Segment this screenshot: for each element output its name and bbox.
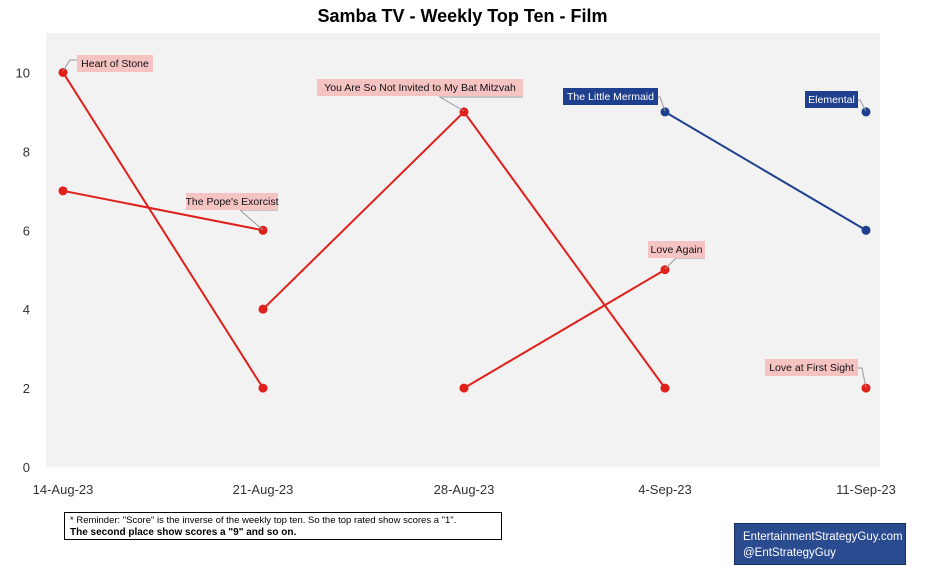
label-leader-line <box>658 96 666 112</box>
series-label-box <box>563 88 658 105</box>
series-label-box <box>317 79 523 96</box>
data-point <box>660 107 670 117</box>
data-point <box>258 304 268 314</box>
series-label: Elemental <box>808 94 855 106</box>
credit-handle: @EntStrategyGuy <box>743 547 836 559</box>
series-label: You Are So Not Invited to My Bat Mitzvah <box>324 82 516 94</box>
series-line <box>463 268 666 389</box>
x-tick-label: 4-Sep-23 <box>638 482 691 497</box>
footnote-line-1: * Reminder: "Score" is the inverse of th… <box>70 515 457 526</box>
y-tick-label: 0 <box>23 460 30 475</box>
x-tick-label: 21-Aug-23 <box>233 482 294 497</box>
data-point <box>58 67 68 77</box>
data-point <box>660 265 670 275</box>
y-tick-label: 6 <box>23 223 30 238</box>
series-label-box <box>186 193 278 210</box>
data-point <box>459 383 469 393</box>
data-point <box>861 225 871 235</box>
label-leader-line <box>858 99 867 112</box>
series-label: Heart of Stone <box>81 58 149 70</box>
y-tick-label: 8 <box>23 144 30 159</box>
y-tick-label: 10 <box>16 65 30 80</box>
data-point <box>861 107 871 117</box>
series-label: The Pope's Exorcist <box>185 196 278 208</box>
series-label: Love at First Sight <box>769 362 854 374</box>
chart-area: 0 2 4 6 8 10 14-Aug-23 21-Aug-23 28-Aug-23 4-Sep-… <box>16 33 896 497</box>
chart-title: Samba TV - Weekly Top Ten - Film <box>317 6 608 26</box>
series-label-box <box>648 241 705 258</box>
label-leader-line <box>62 59 77 72</box>
credit-badge: EntertainmentStrategyGuy.com @EntStrateg… <box>734 523 906 565</box>
x-tick-label: 11-Sep-23 <box>836 482 896 497</box>
footnote-line-2: The second place show scores a "9" and s… <box>70 527 297 538</box>
footnote-box: * Reminder: "Score" is the inverse of th… <box>64 512 502 540</box>
series-label: The Little Mermaid <box>567 91 654 103</box>
series-label-box <box>77 55 153 72</box>
plot-background <box>46 33 880 467</box>
series-label-box <box>805 91 858 108</box>
series-line <box>664 111 867 232</box>
y-tick-label: 2 <box>23 381 30 396</box>
series-label: Love Again <box>651 244 703 256</box>
credit-site: EntertainmentStrategyGuy.com <box>743 531 903 543</box>
label-leader-line <box>858 367 867 389</box>
data-point <box>660 383 670 393</box>
series-line <box>62 71 264 389</box>
data-point <box>861 383 871 393</box>
series-line <box>62 189 264 232</box>
y-tick-label: 4 <box>23 302 30 317</box>
x-tick-label: 28-Aug-23 <box>434 482 495 497</box>
data-point <box>58 186 68 196</box>
series-label-box <box>765 359 858 376</box>
x-tick-label: 14-Aug-23 <box>33 482 94 497</box>
label-leader-line <box>438 96 523 112</box>
data-point <box>258 383 268 393</box>
